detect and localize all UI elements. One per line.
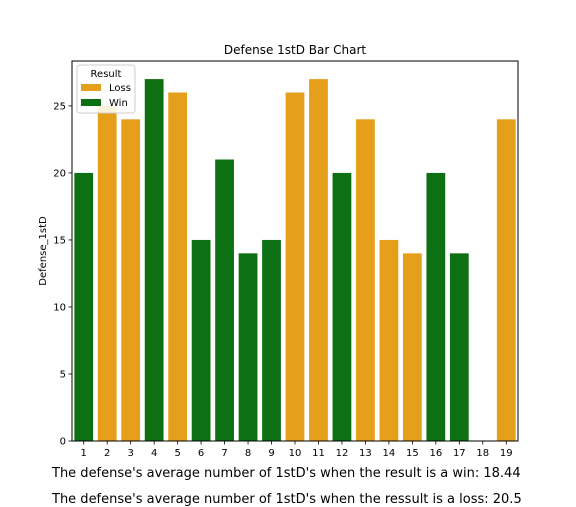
legend-swatch-win [81,99,101,106]
bar-8 [238,253,258,441]
bar-12 [332,172,352,442]
y-tick-label: 0 [60,437,66,448]
bar-4 [144,79,164,441]
bar-17 [449,253,469,441]
bar-9 [262,239,281,441]
x-tick-label: 3 [127,448,133,459]
bar-14 [379,239,399,441]
plot-frame [71,60,519,442]
legend-swatch-loss [81,84,101,91]
x-tick-label: 4 [151,448,157,459]
bar-5 [168,92,188,441]
y-tick-label: 5 [60,369,66,380]
legend: Result Loss Win [76,64,136,114]
y-tick-label: 15 [53,235,66,246]
x-tick-label: 17 [453,448,466,459]
loss-average-caption: The defense's average number of 1stD's w… [52,492,522,507]
chart-title: Defense 1stD Bar Chart [224,43,367,57]
win-average-caption: The defense's average number of 1stD's w… [52,466,521,481]
x-tick-label: 13 [359,448,372,459]
bar-6 [191,239,211,441]
y-tick-label: 10 [53,302,66,313]
bar-7 [215,159,234,441]
bar-10 [285,92,305,441]
y-tick-label: 20 [53,168,66,179]
x-tick-label: 7 [221,448,227,459]
x-tick-label: 19 [500,448,513,459]
bar-15 [402,253,422,441]
x-tick-label: 1 [81,448,87,459]
x-tick-label: 15 [406,448,419,459]
bar-13 [356,119,375,441]
x-tick-label: 2 [104,448,110,459]
y-axis-label: Defense_1stD [38,216,49,286]
x-tick-label: 10 [289,448,302,459]
x-tick-label: 12 [336,448,349,459]
y-tick-label: 25 [53,101,66,112]
x-tick-label: 6 [198,448,204,459]
x-tick-label: 18 [476,448,489,459]
bar-19 [496,119,516,441]
x-tick-label: 5 [174,448,180,459]
legend-title: Result [91,69,122,80]
x-tick-label: 9 [268,448,274,459]
x-tick-label: 16 [429,448,442,459]
bar-3 [121,119,141,441]
legend-label-loss: Loss [109,83,131,94]
x-tick-label: 11 [312,448,325,459]
bar-11 [309,79,328,441]
bar-1 [74,172,94,442]
bar-2 [97,105,117,442]
x-tick-label: 8 [245,448,251,459]
bar-16 [426,172,446,442]
legend-label-win: Win [109,98,128,109]
x-tick-label: 14 [383,448,396,459]
